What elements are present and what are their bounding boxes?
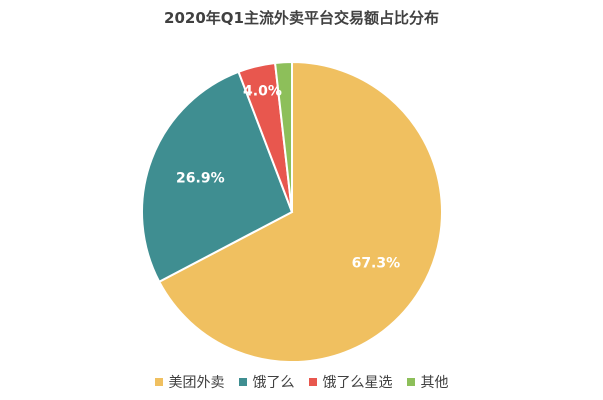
legend: 美团外卖 饿了么 饿了么星选 其他 xyxy=(0,372,603,392)
data-label: 4.0% xyxy=(243,84,282,100)
pie-slice xyxy=(157,60,443,363)
legend-label: 饿了么星选 xyxy=(322,375,393,391)
legend-item: 饿了么 xyxy=(238,372,295,392)
legend-item: 其他 xyxy=(406,372,449,392)
legend-label: 其他 xyxy=(420,375,449,391)
legend-item: 饿了么星选 xyxy=(308,372,393,392)
legend-swatch xyxy=(154,378,163,386)
legend-label: 饿了么 xyxy=(252,375,295,391)
legend-swatch xyxy=(406,378,415,386)
chart-title: 2020年Q1主流外卖平台交易额占比分布 xyxy=(164,9,439,27)
legend-swatch xyxy=(238,378,247,386)
pie-slice xyxy=(273,60,293,213)
data-label: 26.9% xyxy=(176,170,225,186)
legend-label: 美团外卖 xyxy=(168,375,225,391)
legend-item: 美团外卖 xyxy=(154,372,225,392)
data-label: 67.3% xyxy=(352,256,401,272)
pie-slice xyxy=(141,70,294,284)
legend-swatch xyxy=(308,378,317,386)
